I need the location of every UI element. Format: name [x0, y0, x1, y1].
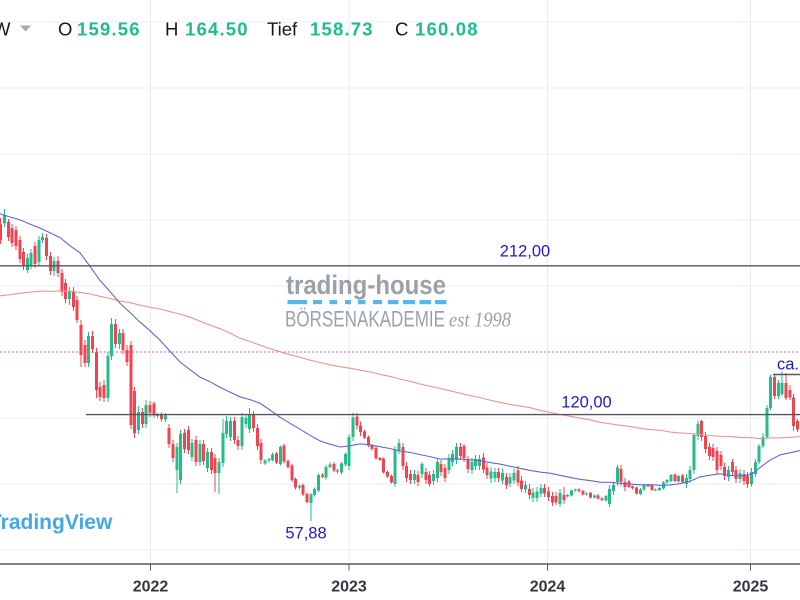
svg-text:2025: 2025 — [733, 579, 769, 596]
svg-text:est 1998: est 1998 — [449, 308, 511, 332]
svg-text:C: C — [395, 19, 408, 40]
svg-text:O: O — [58, 19, 72, 40]
svg-text:BÖRSENAKADEMIE: BÖRSENAKADEMIE — [285, 307, 445, 332]
svg-text:2024: 2024 — [530, 579, 566, 596]
svg-text:W: W — [0, 19, 11, 40]
svg-text:2023: 2023 — [331, 579, 367, 596]
svg-text:164.50: 164.50 — [185, 19, 249, 40]
svg-text:2022: 2022 — [133, 579, 169, 596]
svg-text:trading-house: trading-house — [286, 270, 446, 300]
svg-text:160.08: 160.08 — [415, 19, 479, 40]
svg-text:159.56: 159.56 — [77, 19, 141, 40]
svg-text:H: H — [165, 19, 178, 40]
svg-text:ca. 1: ca. 1 — [777, 356, 800, 374]
svg-text:120,00: 120,00 — [561, 394, 611, 412]
svg-text:212,00: 212,00 — [500, 243, 550, 261]
svg-text:TradingView: TradingView — [0, 511, 113, 534]
svg-text:158.73: 158.73 — [310, 19, 374, 40]
svg-text:57,88: 57,88 — [285, 525, 326, 543]
svg-text:Tief: Tief — [267, 19, 298, 40]
